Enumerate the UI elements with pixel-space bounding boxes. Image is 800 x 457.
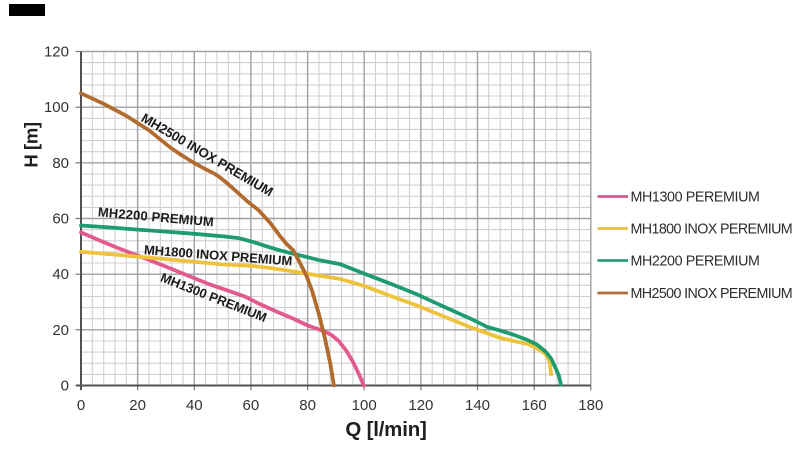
svg-text:0: 0 (61, 378, 69, 395)
svg-text:80: 80 (299, 397, 316, 414)
svg-text:120: 120 (44, 44, 69, 61)
svg-text:100: 100 (44, 99, 69, 116)
svg-text:180: 180 (578, 397, 603, 414)
svg-text:60: 60 (243, 397, 260, 414)
svg-text:MH1300 PEREMIUM: MH1300 PEREMIUM (631, 190, 760, 206)
svg-text:20: 20 (129, 397, 146, 414)
svg-text:140: 140 (465, 397, 490, 414)
svg-text:60: 60 (52, 211, 69, 228)
svg-text:H [m]: H [m] (21, 122, 42, 168)
svg-text:40: 40 (52, 266, 69, 283)
svg-text:40: 40 (186, 397, 203, 414)
svg-text:80: 80 (52, 155, 69, 172)
svg-text:120: 120 (408, 397, 433, 414)
svg-text:MH2500 INOX PEREMIUM: MH2500 INOX PEREMIUM (631, 286, 793, 302)
svg-text:MH2200 PEREMIUM: MH2200 PEREMIUM (631, 254, 760, 270)
svg-text:Q [l/min]: Q [l/min] (345, 418, 426, 441)
svg-text:100: 100 (352, 397, 377, 414)
svg-text:MH1800 INOX PEREMIUM: MH1800 INOX PEREMIUM (631, 222, 793, 238)
svg-text:0: 0 (77, 397, 85, 414)
svg-text:20: 20 (52, 322, 69, 339)
svg-text:160: 160 (522, 397, 547, 414)
